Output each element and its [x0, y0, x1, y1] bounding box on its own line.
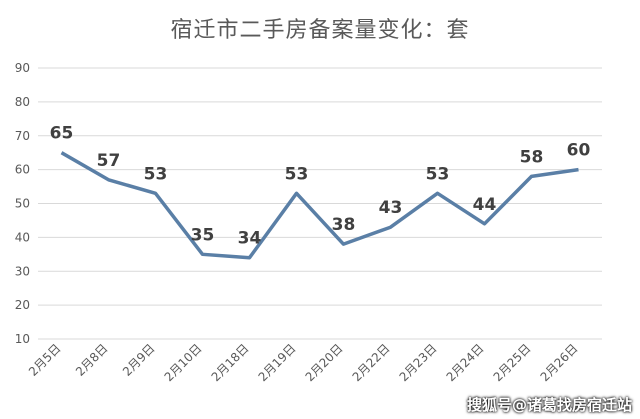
- data-labels: 65 57 53 35 34 53 38 43 53 44 58 60: [50, 124, 591, 249]
- data-label: 60: [567, 141, 591, 161]
- y-tick-label: 20: [15, 298, 30, 312]
- x-tick-label: 2月8日: [73, 341, 111, 379]
- x-tick-label: 2月10日: [162, 341, 205, 384]
- data-label: 53: [285, 164, 309, 184]
- y-tick-label: 40: [15, 230, 30, 244]
- data-label: 53: [426, 164, 450, 184]
- y-tick-label: 70: [15, 129, 30, 143]
- y-tick-label: 10: [15, 332, 30, 346]
- data-label: 57: [97, 151, 121, 171]
- y-tick-label: 30: [15, 264, 30, 278]
- data-label: 34: [238, 229, 262, 249]
- data-label: 38: [332, 215, 356, 235]
- x-tick-label: 2月18日: [209, 341, 252, 384]
- data-label: 58: [520, 147, 544, 167]
- y-tick-label: 80: [15, 95, 30, 109]
- x-tick-label: 2月19日: [256, 341, 299, 384]
- y-tick-label: 50: [15, 197, 30, 211]
- y-axis-ticks: 10 20 30 40 50 60 70 80 90: [15, 61, 30, 346]
- y-tick-label: 60: [15, 163, 30, 177]
- grid-lines: [38, 67, 602, 340]
- series-layer: [60, 151, 579, 260]
- x-axis-ticks: 2月5日 2月8日 2月9日 2月10日 2月18日 2月19日 2月20日 2月22日 2月2…: [26, 341, 581, 384]
- x-tick-label: 2月26日: [538, 341, 581, 384]
- data-label: 53: [144, 164, 168, 184]
- x-tick-label: 2月24日: [444, 341, 487, 384]
- data-label: 43: [379, 198, 403, 218]
- x-tick-label: 2月20日: [303, 341, 346, 384]
- data-label: 44: [473, 195, 497, 215]
- x-tick-label: 2月5日: [26, 341, 64, 379]
- chart-title: 宿迁市二手房备案量变化：套: [170, 18, 470, 43]
- watermark-text: 搜狐号@诸葛找房宿迁站: [466, 396, 632, 414]
- data-label: 35: [191, 225, 215, 245]
- data-label: 65: [50, 124, 74, 144]
- x-tick-label: 2月25日: [491, 341, 534, 384]
- x-tick-label: 2月22日: [350, 341, 393, 384]
- y-tick-label: 90: [15, 61, 30, 75]
- x-tick-label: 2月23日: [397, 341, 440, 384]
- x-tick-label: 2月9日: [120, 341, 158, 379]
- series-line: [60, 151, 579, 260]
